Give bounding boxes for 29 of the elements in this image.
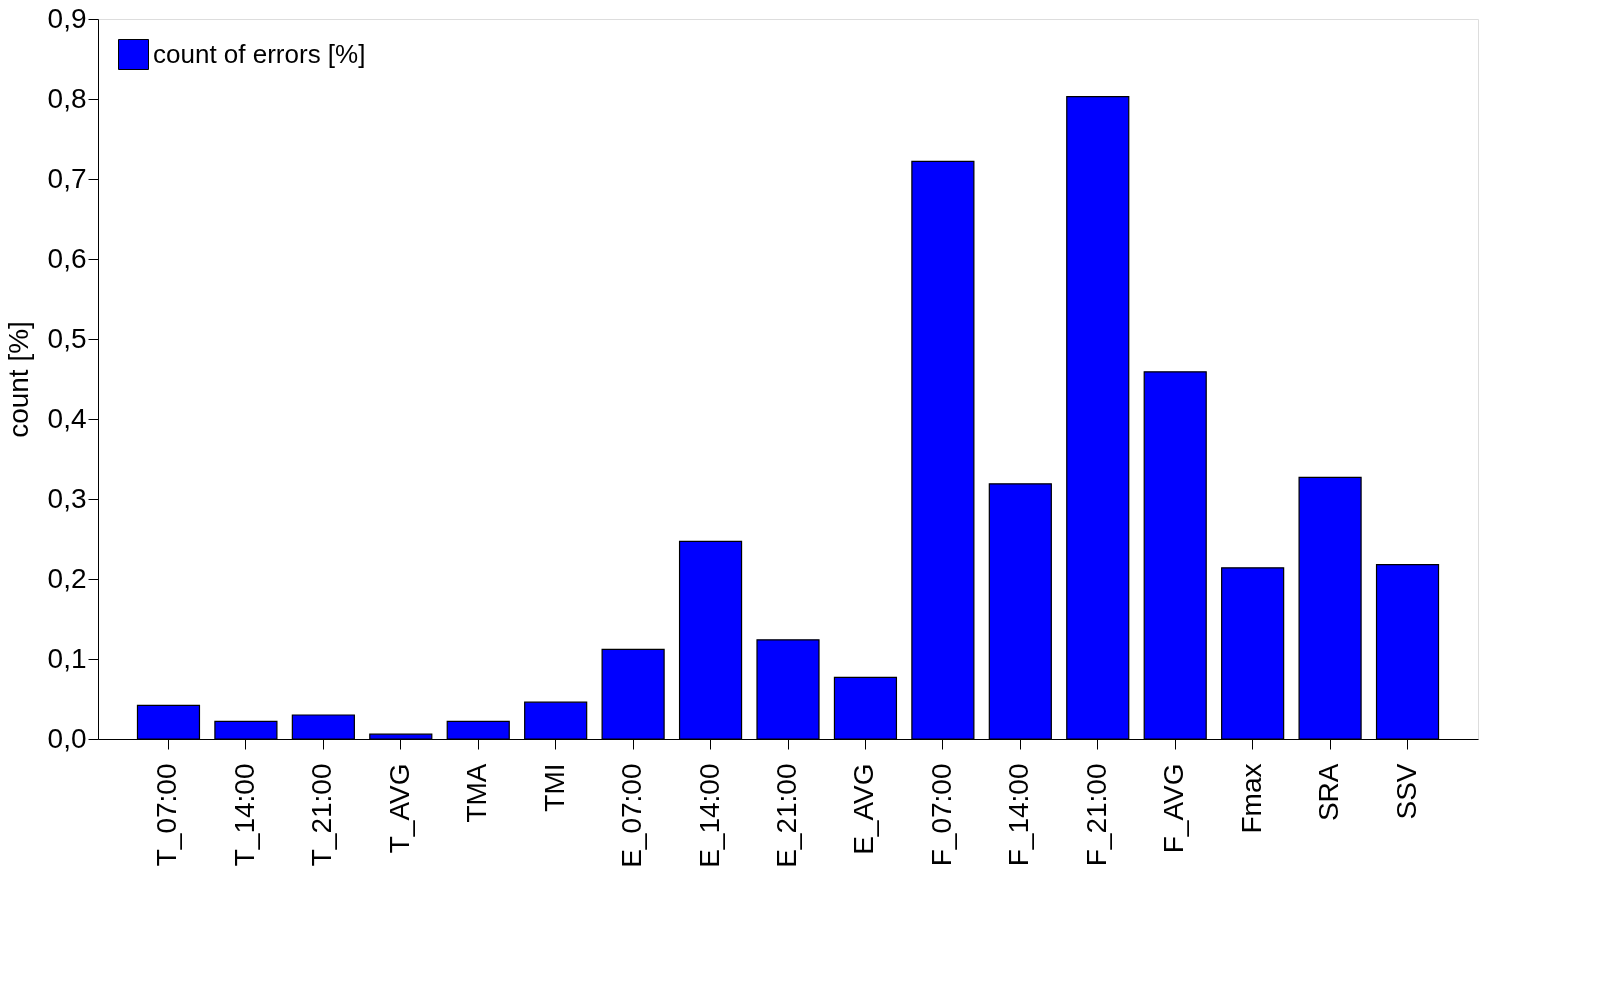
y-axis-title: count [%]	[2, 321, 34, 438]
x-tick-label: TMA	[461, 763, 493, 823]
y-tick-label: 0,7	[47, 162, 87, 194]
y-tick-label: 0,8	[47, 82, 87, 114]
x-tick-label: T_21:00	[306, 763, 338, 867]
y-tick-label: 0,9	[47, 2, 87, 34]
x-tick-label: Fmax	[1235, 763, 1267, 834]
x-tick-label: T_14:00	[228, 763, 260, 867]
x-tick-label: T_07:00	[151, 763, 183, 867]
x-tick-label: E_AVG	[848, 763, 880, 855]
y-tick-label: 0,1	[47, 642, 87, 674]
x-tick-label: TMI	[538, 763, 570, 812]
y-tick-label: 0,4	[47, 402, 87, 434]
y-tick-label: 0,3	[47, 482, 87, 514]
y-tick-label: 0,6	[47, 242, 87, 274]
x-tick-label: SRA	[1313, 763, 1345, 822]
x-tick-label: T_AVG	[383, 763, 415, 854]
x-tick-label: F_21:00	[1080, 763, 1112, 867]
x-tick-label: SSV	[1390, 763, 1422, 820]
y-tick-label: 0,5	[47, 322, 87, 354]
x-tick-label: F_07:00	[925, 763, 957, 867]
x-tick-label: F_AVG	[1158, 763, 1190, 854]
x-tick-label: F_14:00	[1003, 763, 1035, 867]
y-tick-label: 0,2	[47, 562, 87, 594]
x-tick-label: E_07:00	[616, 763, 648, 868]
legend-label: count of errors [%]	[153, 38, 366, 69]
x-tick-label: E_14:00	[693, 763, 725, 868]
x-tick-label: E_21:00	[771, 763, 802, 868]
y-tick-label: 0,0	[47, 722, 87, 754]
